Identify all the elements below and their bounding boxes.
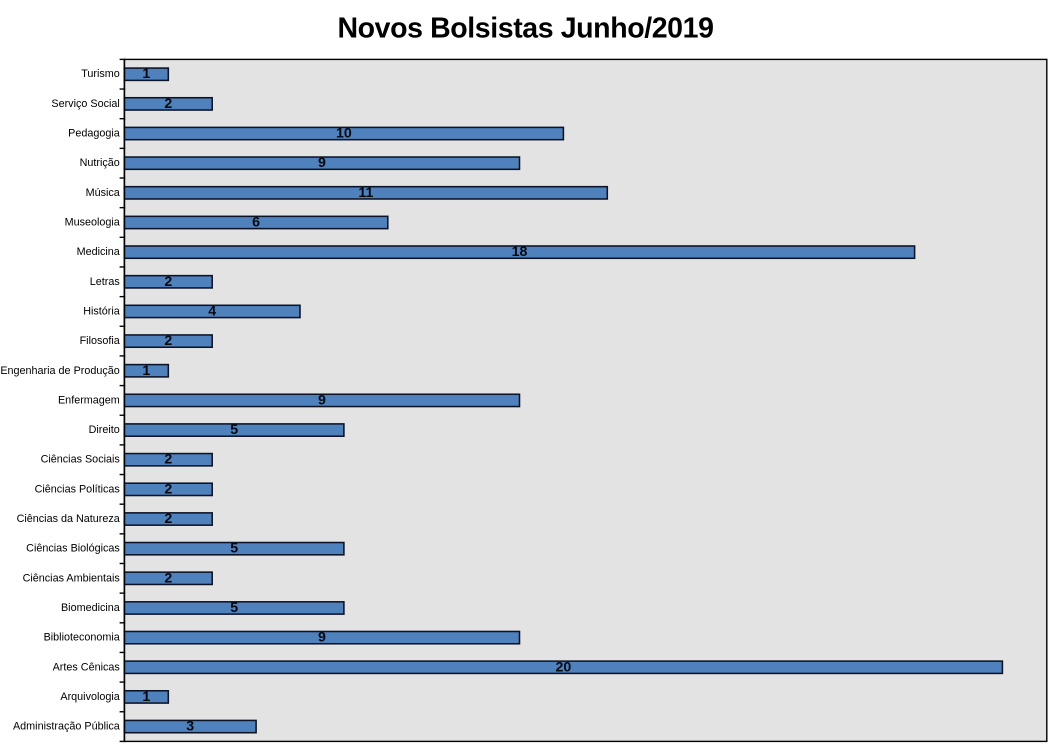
svg-text:9: 9: [318, 392, 326, 408]
svg-text:2: 2: [164, 570, 172, 586]
svg-text:2: 2: [164, 274, 172, 290]
svg-text:2: 2: [164, 452, 172, 468]
svg-text:Música: Música: [86, 187, 120, 199]
svg-text:2: 2: [164, 511, 172, 527]
svg-text:18: 18: [512, 244, 528, 260]
svg-text:Administração Pública: Administração Pública: [13, 721, 120, 733]
svg-text:Novos Bolsistas Junho/2019: Novos Bolsistas Junho/2019: [337, 13, 713, 45]
svg-text:1: 1: [142, 66, 150, 82]
svg-text:História: História: [83, 305, 120, 317]
svg-text:5: 5: [230, 422, 238, 438]
svg-text:Engenharia de Produção: Engenharia de Produção: [0, 365, 119, 377]
svg-text:Ciências da Natureza: Ciências da Natureza: [17, 513, 120, 525]
svg-text:5: 5: [230, 600, 238, 616]
svg-text:Biomedicina: Biomedicina: [61, 602, 120, 614]
svg-text:2: 2: [164, 333, 172, 349]
svg-text:Direito: Direito: [89, 424, 120, 436]
svg-text:20: 20: [556, 659, 572, 675]
svg-text:9: 9: [318, 155, 326, 171]
svg-text:Nutrição: Nutrição: [80, 157, 120, 169]
svg-text:Medicina: Medicina: [77, 246, 120, 258]
svg-text:1: 1: [142, 363, 150, 379]
svg-text:2: 2: [164, 96, 172, 112]
svg-text:Ciências Biológicas: Ciências Biológicas: [26, 543, 120, 555]
svg-text:Ciências Ambientais: Ciências Ambientais: [23, 572, 121, 584]
svg-text:Serviço Social: Serviço Social: [51, 98, 119, 110]
svg-text:Ciências Políticas: Ciências Políticas: [35, 483, 121, 495]
svg-text:Museologia: Museologia: [65, 216, 120, 228]
svg-text:Ciências Sociais: Ciências Sociais: [41, 454, 121, 466]
svg-text:Pedagogia: Pedagogia: [68, 128, 120, 140]
svg-text:Arquivologia: Arquivologia: [60, 691, 119, 703]
svg-text:Turismo: Turismo: [81, 68, 120, 80]
svg-text:1: 1: [142, 689, 150, 705]
svg-text:Letras: Letras: [90, 276, 121, 288]
svg-text:2: 2: [164, 481, 172, 497]
svg-text:6: 6: [252, 214, 260, 230]
svg-text:3: 3: [186, 719, 194, 735]
svg-text:5: 5: [230, 541, 238, 557]
svg-text:Biblioteconomia: Biblioteconomia: [44, 632, 120, 644]
svg-text:Artes Cênicas: Artes Cênicas: [53, 661, 121, 673]
svg-text:Filosofia: Filosofia: [80, 335, 120, 347]
svg-text:10: 10: [336, 126, 352, 142]
svg-text:11: 11: [358, 185, 373, 201]
svg-text:9: 9: [318, 630, 326, 646]
svg-text:4: 4: [208, 303, 216, 319]
svg-text:Enfermagem: Enfermagem: [58, 394, 120, 406]
